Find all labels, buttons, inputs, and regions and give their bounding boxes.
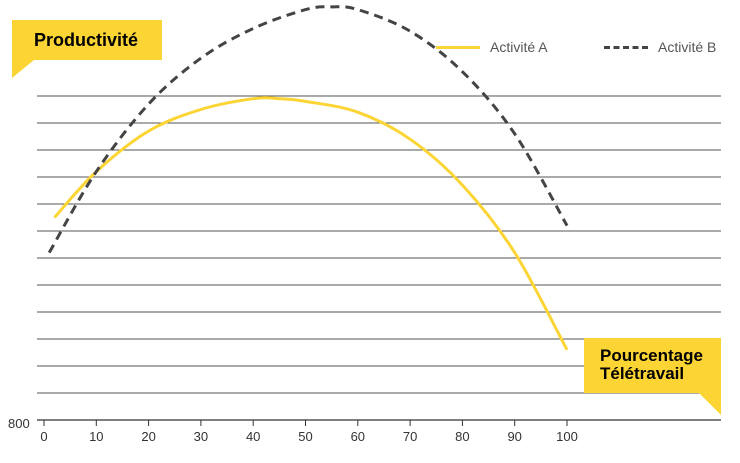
legend-label-a: Activité A [490,39,548,55]
x-tick-label-40: 40 [246,429,260,444]
x-axis-label-notch [699,393,721,415]
x-tick-label-100: 100 [556,429,578,444]
y-tick-label-0: 800 [8,416,30,431]
y-axis-label-notch [12,60,34,78]
x-tick-label-0: 0 [40,429,47,444]
y-axis-label: Productivité [12,20,162,60]
legend-item-activite-a: Activité A [436,37,548,57]
legend-item-activite-b: Activité B [604,37,716,57]
x-tick-label-70: 70 [403,429,417,444]
x-tick-label-10: 10 [89,429,103,444]
legend-swatch-a [436,45,480,49]
legend-label-b: Activité B [658,39,717,55]
x-tick-label-60: 60 [351,429,365,444]
legend-swatch-b [604,45,648,49]
x-tick-label-30: 30 [194,429,208,444]
x-tick-label-20: 20 [141,429,155,444]
x-tick-label-50: 50 [298,429,312,444]
series-line-activite-a [53,96,569,351]
x-axis-label-line-2: Télétravail [600,364,685,383]
x-tick-label-90: 90 [507,429,521,444]
series-line-activite-b [47,5,569,254]
x-axis-label-line-1: Pourcentage [600,346,703,365]
x-tick-label-80: 80 [455,429,469,444]
x-axis-label: Pourcentage Télétravail [584,338,721,393]
